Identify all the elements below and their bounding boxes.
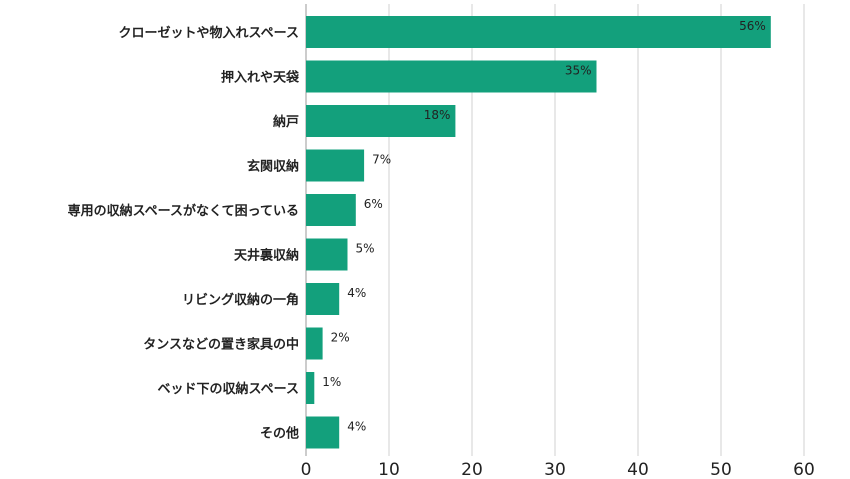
data-label: 35% — [565, 64, 592, 78]
bar — [306, 283, 340, 315]
category-label: 天井裏収納 — [234, 248, 299, 264]
category-label: 専用の収納スペースがなくて困っている — [68, 203, 299, 219]
bar — [306, 416, 340, 449]
data-label: 1% — [322, 375, 341, 389]
x-tick-label: 60 — [793, 460, 815, 479]
x-tick-label: 0 — [301, 460, 312, 479]
category-label: クローゼットや物入れスペース — [119, 25, 299, 41]
bar — [306, 194, 356, 226]
category-label: ベッド下の収納スペース — [158, 381, 299, 397]
data-label: 4% — [347, 420, 366, 434]
category-label: その他 — [260, 426, 299, 442]
bars — [306, 16, 771, 449]
data-label: 18% — [424, 108, 451, 122]
labels: 0 10 20 30 40 50 60 クローゼットや物入れスペース 56% 押入れや天袋 35% 納… — [68, 19, 815, 479]
bar — [306, 60, 597, 93]
data-label: 7% — [372, 153, 391, 167]
category-label: 押入れや天袋 — [221, 70, 300, 86]
data-label: 56% — [739, 19, 766, 33]
data-label: 4% — [347, 286, 366, 300]
category-label: リビング収納の一角 — [182, 292, 299, 308]
bar — [306, 149, 365, 182]
data-label: 5% — [356, 242, 375, 256]
bar — [306, 327, 323, 360]
x-tick-label: 10 — [378, 460, 400, 479]
x-tick-label: 40 — [627, 460, 649, 479]
category-label: タンスなどの置き家具の中 — [143, 337, 299, 353]
x-tick-label: 50 — [710, 460, 732, 479]
bar — [306, 16, 771, 48]
bar — [306, 372, 315, 404]
bar — [306, 238, 348, 271]
data-label: 6% — [364, 197, 383, 211]
x-tick-label: 20 — [461, 460, 483, 479]
x-tick-label: 30 — [544, 460, 566, 479]
category-label: 玄関収納 — [247, 159, 299, 175]
bar — [306, 105, 456, 137]
category-label: 納戸 — [273, 114, 299, 130]
data-label: 2% — [331, 331, 350, 345]
